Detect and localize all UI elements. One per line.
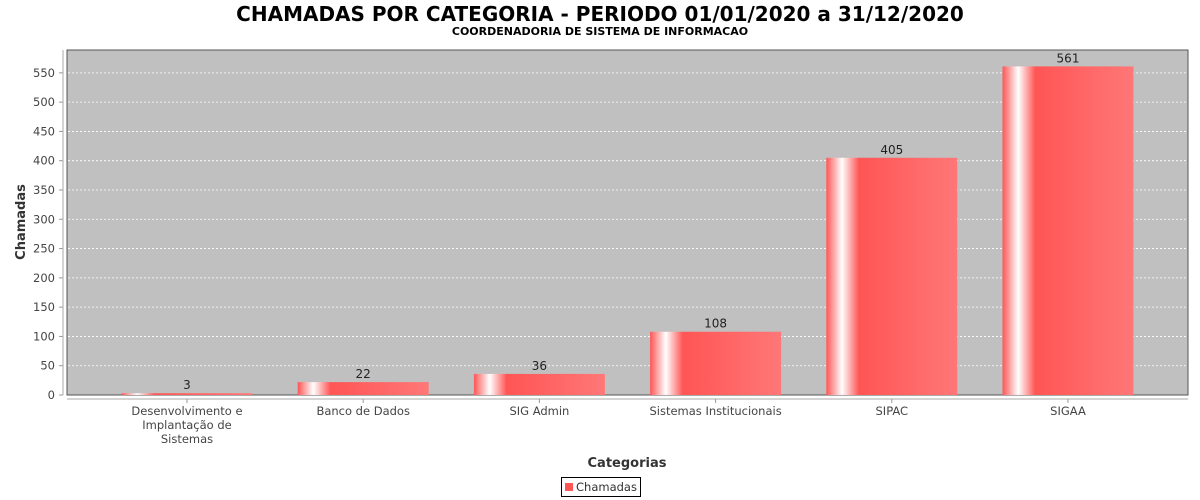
- bar: [473, 373, 605, 395]
- x-tick-label: SIPAC: [876, 404, 909, 418]
- bar-value-label: 405: [880, 143, 903, 157]
- y-tick-label: 300: [33, 212, 55, 226]
- y-tick-label: 500: [33, 95, 55, 109]
- x-tick-label: Banco de Dados: [316, 404, 410, 418]
- bar-value-label: 36: [532, 359, 547, 373]
- bar: [1002, 66, 1134, 395]
- chart-title: CHAMADAS POR CATEGORIA - PERIODO 01/01/2…: [236, 2, 964, 26]
- y-tick-label: 50: [40, 359, 55, 373]
- y-tick-label: 250: [33, 242, 55, 256]
- x-tick-label: SIG Admin: [509, 404, 569, 418]
- y-tick-label: 400: [33, 154, 55, 168]
- bar: [121, 393, 253, 395]
- plot-area: [66, 49, 1189, 396]
- chart-subtitle: COORDENADORIA DE SISTEMA DE INFORMACAO: [451, 25, 749, 38]
- bar-value-label: 22: [356, 367, 371, 381]
- bar: [826, 157, 958, 395]
- bar: [297, 382, 429, 395]
- y-axis-label: Chamadas: [14, 184, 29, 260]
- legend-label: Chamadas: [576, 480, 637, 494]
- bar: [650, 331, 782, 395]
- x-tick-label: Sistemas Institucionais: [649, 404, 781, 418]
- y-tick-label: 450: [33, 124, 55, 138]
- legend: Chamadas: [561, 477, 641, 497]
- legend-swatch: [565, 483, 573, 491]
- y-tick-label: 0: [48, 388, 55, 402]
- y-tick-label: 350: [33, 183, 55, 197]
- y-tick-label: 150: [33, 300, 55, 314]
- x-tick-label: Sistemas: [161, 432, 213, 446]
- x-tick-label: Desenvolvimento e: [131, 404, 242, 418]
- bar-value-label: 561: [1057, 51, 1080, 65]
- x-tick-label: SIGAA: [1050, 404, 1086, 418]
- y-tick-label: 550: [33, 66, 55, 80]
- x-axis-label: Categorias: [588, 456, 667, 471]
- bar-value-label: 3: [183, 378, 191, 392]
- x-tick-label: Implantação de: [142, 418, 231, 432]
- y-tick-label: 200: [33, 271, 55, 285]
- y-tick-label: 100: [33, 329, 55, 343]
- bar-value-label: 108: [704, 317, 727, 331]
